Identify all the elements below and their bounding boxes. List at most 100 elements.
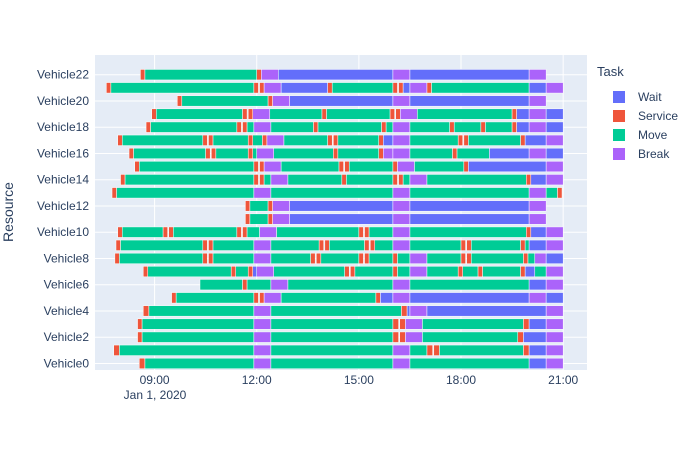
x-tick-label: 15:00 xyxy=(344,373,374,387)
task-bar-service xyxy=(523,344,530,356)
task-bar-break xyxy=(392,134,411,146)
task-bar-break xyxy=(263,292,282,304)
task-bar-move xyxy=(119,252,204,264)
legend: Task Wait Service Move Break xyxy=(597,64,678,161)
task-bar-break xyxy=(528,292,547,304)
task-bar-service xyxy=(318,239,324,251)
task-bar-move xyxy=(181,95,269,107)
task-bar-break xyxy=(392,357,411,369)
legend-swatch-wait xyxy=(613,91,625,103)
task-bar-break xyxy=(256,147,275,159)
task-bar-service xyxy=(259,174,265,186)
task-bar-break xyxy=(253,344,272,356)
task-bar-move xyxy=(485,121,513,133)
task-bar-service xyxy=(236,226,242,238)
task-bar-move xyxy=(270,252,311,264)
task-bar-service xyxy=(111,187,117,199)
task-bar-service xyxy=(208,239,214,251)
task-bar-service xyxy=(316,252,322,264)
task-bar-service xyxy=(242,108,248,120)
task-bar-move xyxy=(348,161,394,173)
task-bar-break xyxy=(253,252,272,264)
task-bar-service xyxy=(247,266,254,278)
task-bar-move xyxy=(148,305,255,317)
task-bar-move xyxy=(280,161,340,173)
task-bar-service xyxy=(324,239,330,251)
task-bar-move xyxy=(545,187,558,199)
task-bar-move xyxy=(331,82,394,94)
task-bar-break xyxy=(253,187,272,199)
task-bar-service xyxy=(134,161,140,173)
task-bar-move xyxy=(215,147,249,159)
task-bar-break xyxy=(392,226,411,238)
task-bar-move xyxy=(252,147,257,159)
task-bar-move xyxy=(368,226,394,238)
task-bar-service xyxy=(168,226,174,238)
task-bar-wait xyxy=(545,121,564,133)
task-bar-break xyxy=(409,174,428,186)
task-bar-wait xyxy=(528,239,547,251)
task-bar-service xyxy=(245,213,251,225)
task-bar-wait xyxy=(528,82,547,94)
task-bar-service xyxy=(247,147,254,159)
task-bar-move xyxy=(409,187,530,199)
task-bar-move xyxy=(270,187,394,199)
y-tick-label: Vehicle18 xyxy=(37,120,89,134)
task-bar-break xyxy=(392,239,411,251)
task-bar-move xyxy=(409,121,450,133)
task-bar-service xyxy=(259,292,265,304)
task-bar-move xyxy=(422,318,524,330)
task-bar-move xyxy=(482,266,521,278)
task-bar-service xyxy=(128,147,134,159)
task-bar-move xyxy=(397,266,411,278)
task-bar-service xyxy=(480,121,486,133)
task-bar-break xyxy=(528,69,547,81)
task-bar-wait xyxy=(545,292,564,304)
task-bar-move xyxy=(141,318,255,330)
task-bar-break xyxy=(253,121,272,133)
task-bar-service xyxy=(520,239,526,251)
task-bar-service xyxy=(267,213,273,225)
task-bar-service xyxy=(313,121,319,133)
task-bar-move xyxy=(409,226,527,238)
task-bar-wait xyxy=(409,292,530,304)
y-tick-label: Vehicle12 xyxy=(37,199,89,213)
task-bar-break xyxy=(397,161,415,173)
task-bar-break xyxy=(253,239,272,251)
task-bar-service xyxy=(120,174,126,186)
task-bar-break xyxy=(392,213,411,225)
task-bar-break xyxy=(272,213,290,225)
task-bar-move xyxy=(270,121,314,133)
task-bar-wait xyxy=(528,318,547,330)
task-bar-service xyxy=(142,266,149,278)
task-bar-break xyxy=(528,187,547,199)
task-bar-move xyxy=(409,279,530,291)
task-bar-service xyxy=(399,331,406,343)
task-bar-service xyxy=(242,226,248,238)
task-bar-wait xyxy=(252,266,257,278)
task-bar-break xyxy=(400,108,418,120)
task-bar-service xyxy=(253,161,259,173)
task-bar-service xyxy=(117,134,123,146)
task-bar-move xyxy=(110,82,255,94)
y-tick-label: Vehicle20 xyxy=(37,94,89,108)
task-bar-break xyxy=(545,82,564,94)
task-bar-break xyxy=(545,357,564,369)
y-axis-title: Resource xyxy=(0,182,16,242)
task-bar-move xyxy=(121,226,164,238)
y-tick-label: Vehicle0 xyxy=(44,356,90,370)
task-bar-break xyxy=(252,108,271,120)
task-bar-break xyxy=(392,292,411,304)
task-bar-move xyxy=(273,266,345,278)
task-bar-service xyxy=(137,331,143,343)
task-bar-move xyxy=(317,121,382,133)
x-tick-label: 12:00 xyxy=(242,373,272,387)
task-bar-wait xyxy=(289,213,394,225)
task-bar-break xyxy=(545,331,564,343)
task-bar-service xyxy=(256,69,262,81)
task-bar-service xyxy=(341,174,347,186)
task-bar-move xyxy=(273,147,334,159)
task-bar-wait xyxy=(289,200,394,212)
task-bar-break xyxy=(528,147,547,159)
